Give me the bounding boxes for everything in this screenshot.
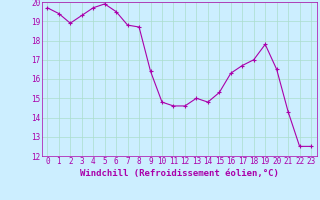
X-axis label: Windchill (Refroidissement éolien,°C): Windchill (Refroidissement éolien,°C)	[80, 169, 279, 178]
